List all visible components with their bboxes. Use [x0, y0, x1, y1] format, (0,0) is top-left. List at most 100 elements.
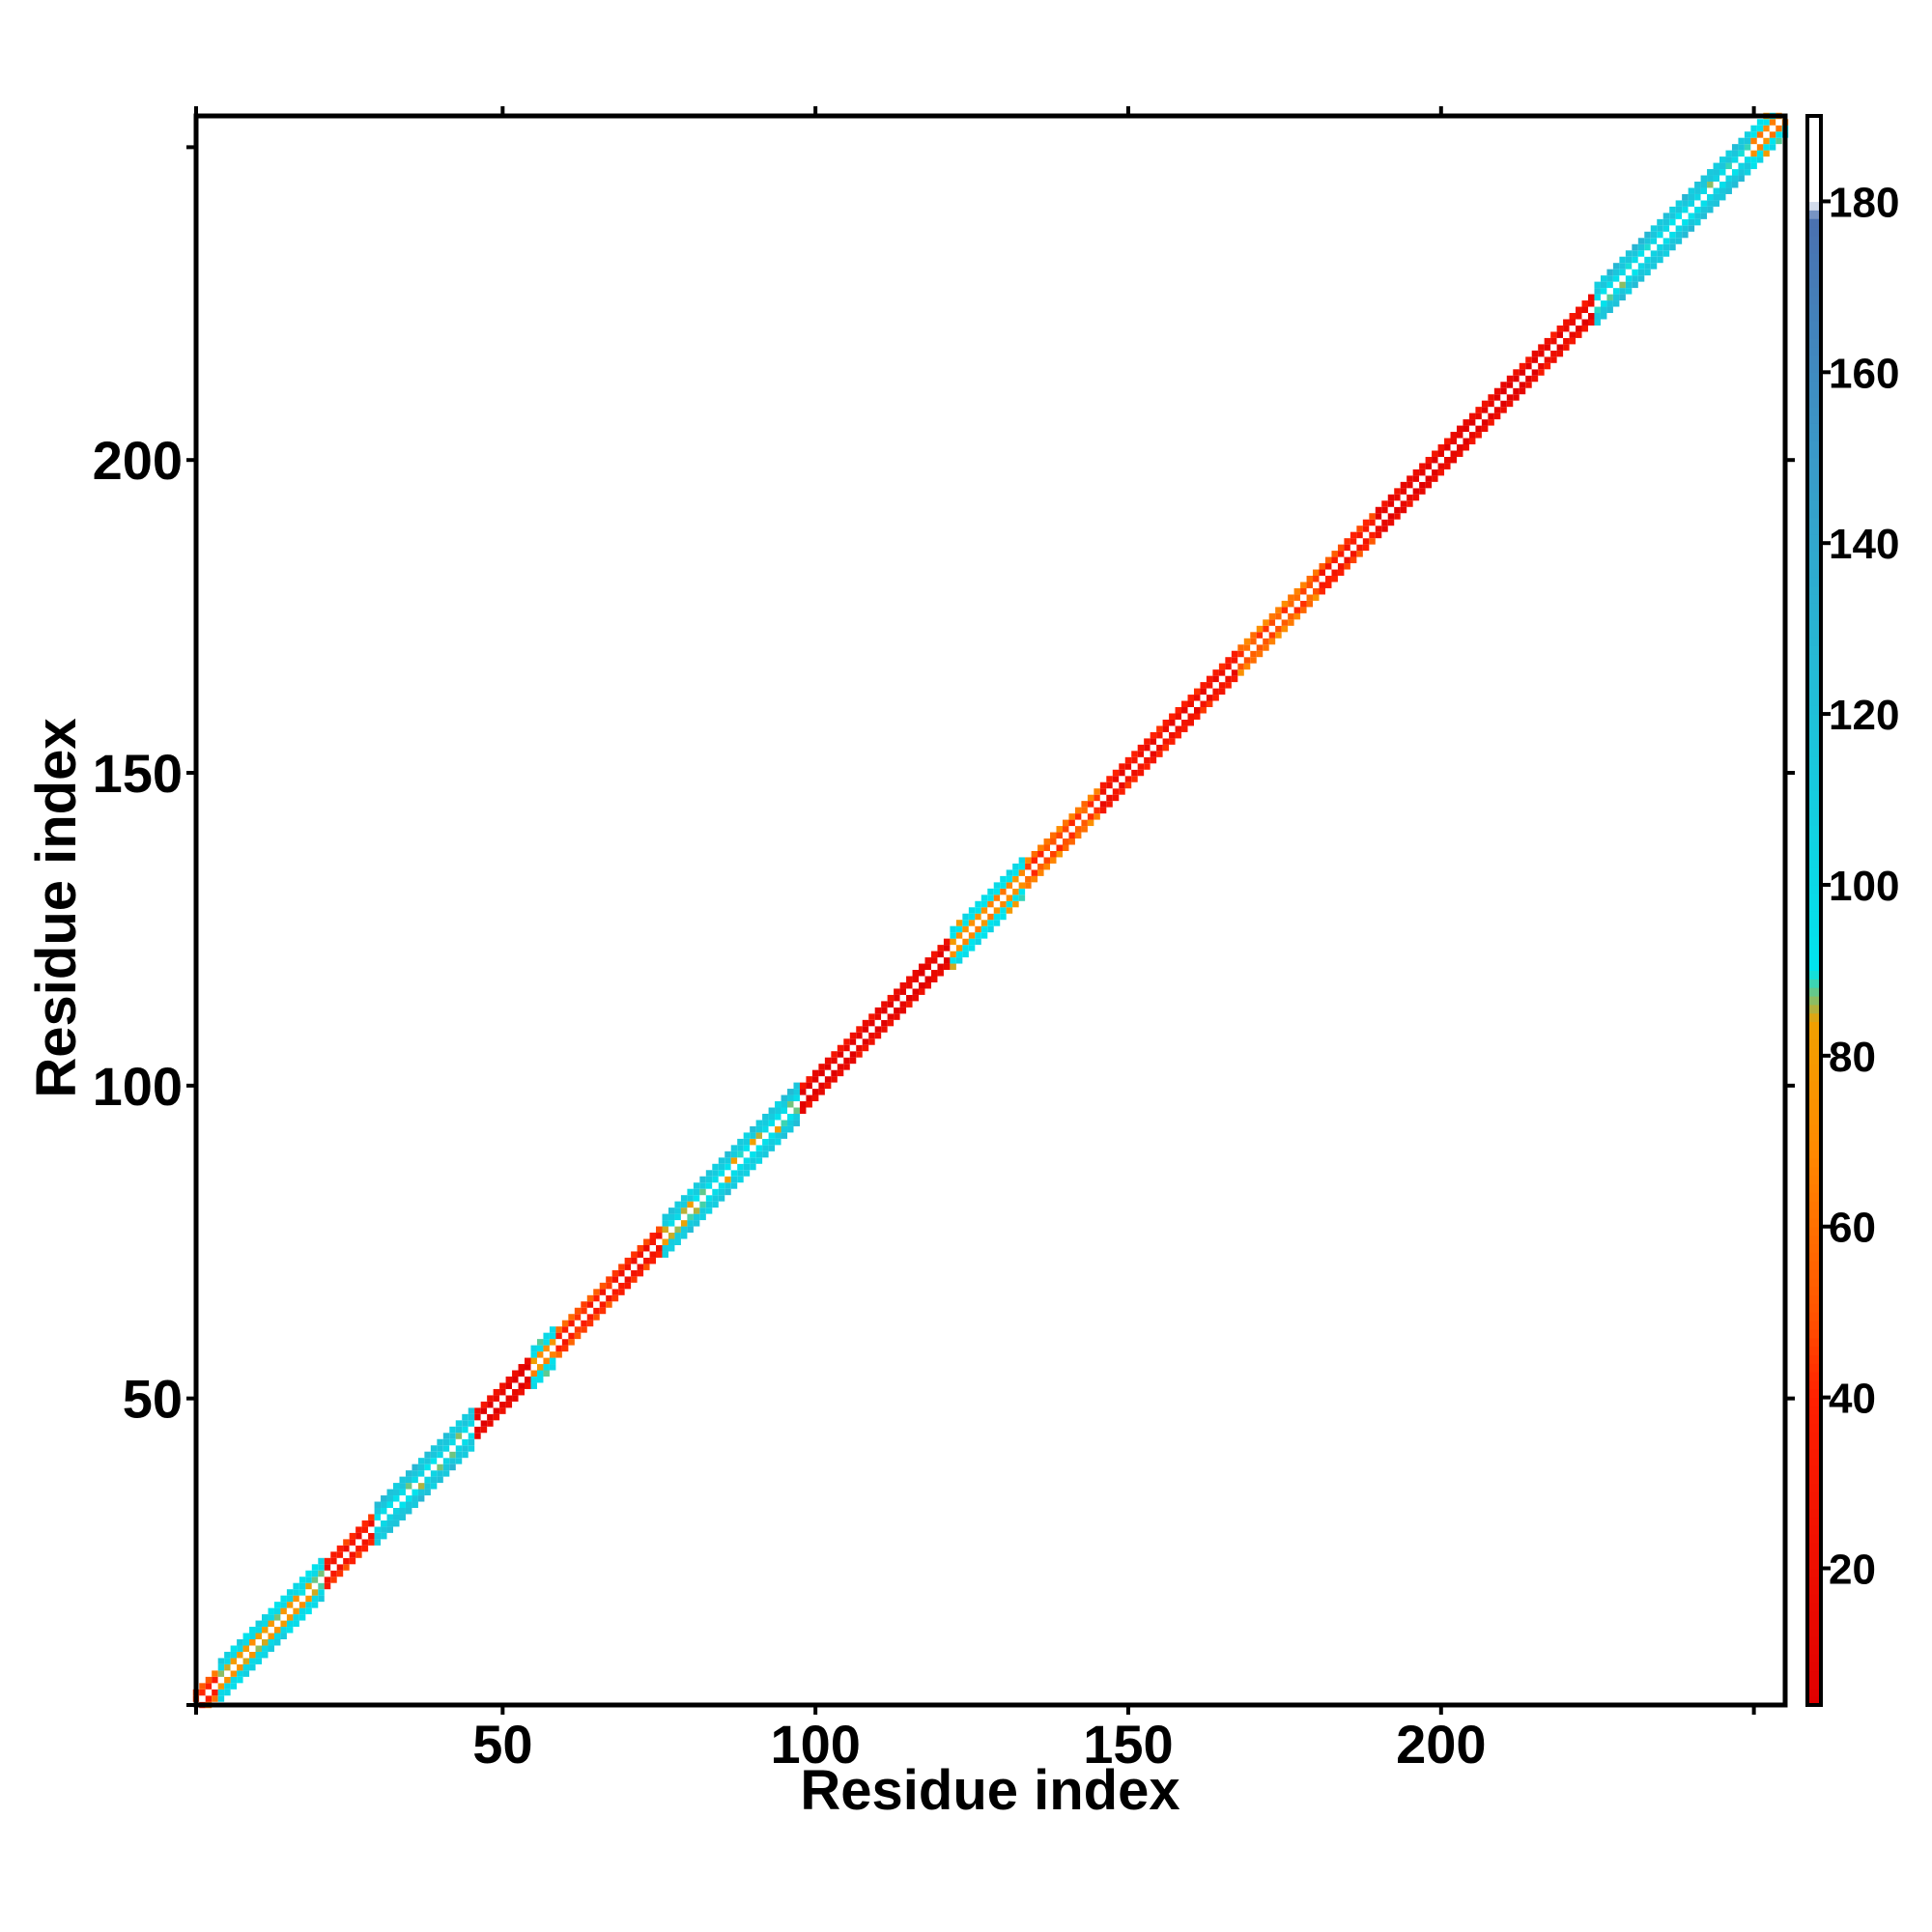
heatmap-cell: [856, 1026, 863, 1033]
heatmap-cell: [242, 1639, 250, 1646]
heatmap-cell: [775, 1113, 781, 1121]
heatmap-cell: [1707, 193, 1714, 201]
heatmap-cell: [1150, 756, 1157, 764]
colorbar-band: [1807, 432, 1821, 441]
heatmap-cell: [1043, 863, 1051, 870]
heatmap-cell: [1538, 350, 1545, 357]
heatmap-cell: [1050, 832, 1057, 839]
heatmap-cell: [324, 1564, 331, 1571]
heatmap-cell: [874, 1007, 882, 1014]
heatmap-cell: [987, 907, 994, 914]
heatmap-cell: [1632, 275, 1638, 282]
heatmap-cell: [1243, 657, 1251, 664]
heatmap-cell: [1425, 463, 1433, 469]
colorbar-band: [1807, 748, 1821, 757]
heatmap-cell: [1106, 776, 1113, 782]
heatmap-cell: [1738, 156, 1745, 163]
colorbar-band: [1807, 1055, 1821, 1065]
x-tick-label: 200: [1396, 1714, 1486, 1775]
heatmap-cell: [1744, 156, 1751, 163]
heatmap-cell: [1212, 669, 1219, 676]
heatmap-cell: [574, 1320, 582, 1327]
heatmap-cell: [1556, 350, 1564, 357]
heatmap-cell: [937, 951, 944, 958]
heatmap-cell: [1563, 331, 1570, 338]
heatmap-cell: [1175, 713, 1182, 720]
heatmap-cell: [737, 1151, 744, 1158]
heatmap-cell: [737, 1176, 744, 1183]
heatmap-cell: [1700, 213, 1708, 219]
heatmap-cell: [474, 1433, 481, 1439]
heatmap-cell: [1437, 444, 1445, 451]
heatmap-cell: [593, 1289, 600, 1295]
heatmap-cell: [1419, 469, 1426, 476]
heatmap-cell: [1412, 475, 1420, 482]
heatmap-cell: [1776, 119, 1782, 126]
heatmap-cell: [199, 1689, 206, 1696]
heatmap-cell: [561, 1326, 569, 1333]
heatmap-cell: [1137, 744, 1145, 752]
heatmap-cell: [1018, 857, 1026, 864]
heatmap-cell: [424, 1476, 431, 1484]
heatmap-cell: [712, 1201, 719, 1208]
heatmap-cell: [1694, 218, 1701, 226]
colorbar-band: [1807, 1132, 1821, 1142]
colorbar-band: [1807, 961, 1821, 971]
heatmap-cell: [1412, 469, 1420, 476]
heatmap-cell: [212, 1695, 218, 1702]
heatmap-cell: [361, 1532, 369, 1540]
heatmap-cell: [862, 1038, 869, 1045]
heatmap-cell: [1369, 526, 1376, 532]
heatmap-cell: [1625, 263, 1633, 270]
heatmap-cell: [318, 1577, 325, 1583]
heatmap-cell: [374, 1501, 382, 1508]
heatmap-cell: [1525, 375, 1532, 383]
heatmap-cell: [1419, 488, 1426, 495]
heatmap-cell: [1657, 238, 1663, 244]
heatmap-cell: [787, 1113, 794, 1121]
heatmap-cell: [1731, 175, 1739, 183]
heatmap-cell: [993, 895, 1001, 901]
heatmap-cell: [993, 888, 1001, 895]
heatmap-cell: [862, 1026, 869, 1033]
colorbar-band: [1807, 167, 1821, 177]
heatmap-cell: [386, 1507, 394, 1515]
colorbar-band: [1807, 1157, 1821, 1168]
heatmap-cell: [581, 1301, 587, 1308]
heatmap-cell: [280, 1633, 287, 1639]
heatmap-cell: [430, 1476, 438, 1484]
heatmap-cell: [1725, 162, 1732, 170]
heatmap-cell: [1662, 238, 1670, 244]
heatmap-cell: [568, 1320, 575, 1327]
heatmap-cell: [1569, 337, 1577, 345]
heatmap-cell: [1268, 632, 1276, 639]
heatmap-cell: [298, 1577, 306, 1583]
heatmap-cell: [255, 1658, 263, 1664]
heatmap-cell: [1694, 187, 1701, 194]
heatmap-cell: [424, 1463, 431, 1471]
heatmap-cell: [705, 1182, 713, 1189]
colorbar-band: [1807, 696, 1821, 706]
heatmap-cell: [1124, 763, 1132, 770]
colorbar-band: [1807, 184, 1821, 194]
heatmap-cell: [1606, 269, 1613, 276]
heatmap-cell: [224, 1651, 231, 1659]
heatmap-cell: [1644, 238, 1651, 244]
heatmap-cell: [699, 1195, 706, 1202]
heatmap-cell: [868, 1038, 875, 1045]
heatmap-cell: [1594, 319, 1601, 326]
heatmap-cell: [762, 1113, 769, 1121]
heatmap-cell: [693, 1208, 700, 1214]
heatmap-cell: [1150, 731, 1157, 739]
heatmap-cell: [1488, 407, 1494, 413]
heatmap-cell: [1538, 356, 1545, 363]
heatmap-cell: [1538, 344, 1545, 351]
heatmap-cell: [1707, 200, 1714, 207]
heatmap-cell: [1043, 844, 1051, 851]
heatmap-cell: [1750, 125, 1757, 132]
heatmap-cell: [311, 1564, 319, 1571]
heatmap-cell: [1300, 607, 1307, 613]
heatmap-cell: [1288, 607, 1294, 613]
heatmap-cell: [680, 1233, 688, 1239]
heatmap-cell: [975, 925, 981, 933]
